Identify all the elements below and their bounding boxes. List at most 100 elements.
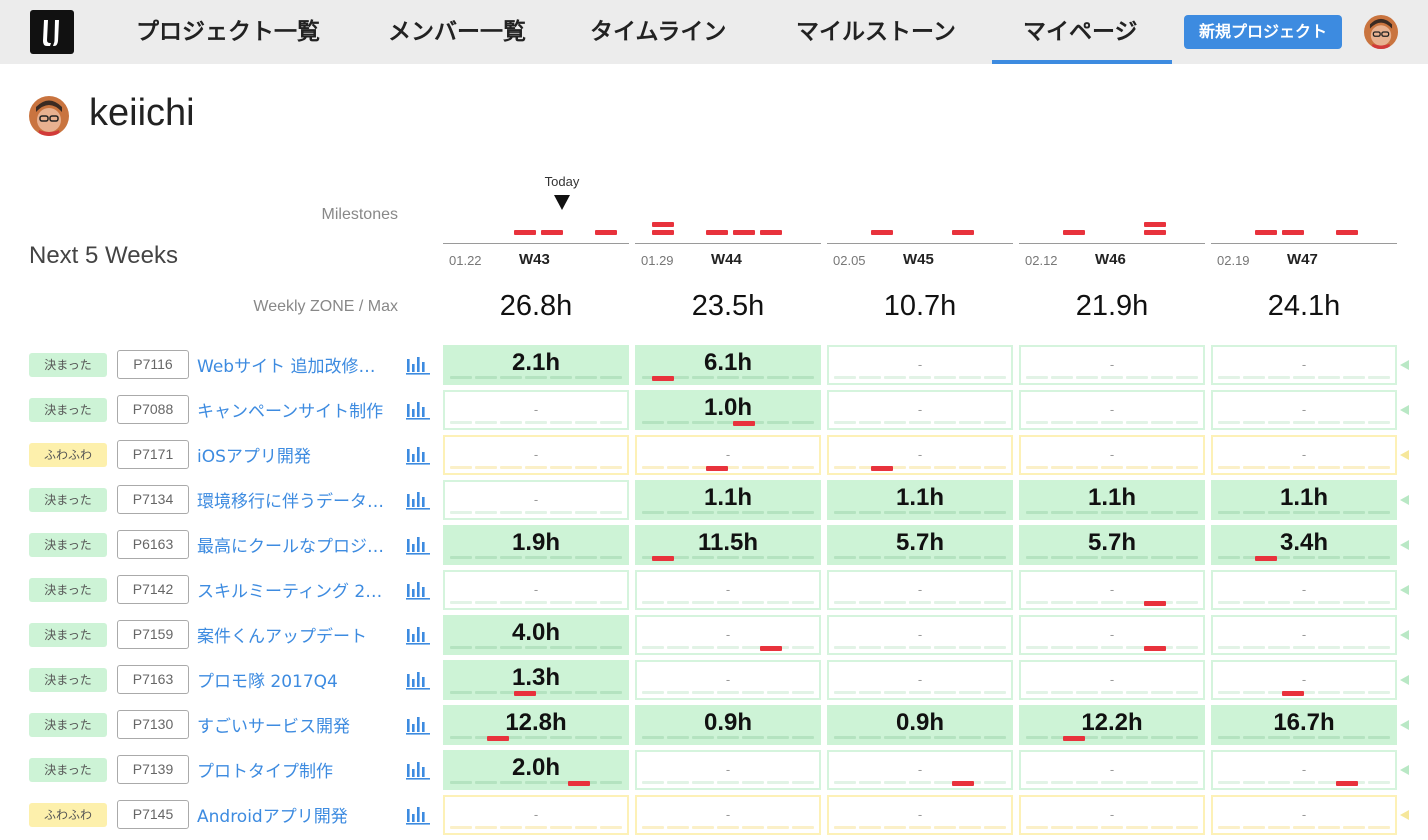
week-cell[interactable]: - xyxy=(1211,750,1397,790)
milestone-marker[interactable] xyxy=(568,781,590,786)
week-cell[interactable]: - xyxy=(443,795,629,835)
milestone-marker[interactable] xyxy=(1336,230,1358,235)
week-cell[interactable]: - xyxy=(635,570,821,610)
scroll-left-arrow-icon[interactable] xyxy=(1400,810,1409,820)
week-cell[interactable]: 1.1h xyxy=(827,480,1013,520)
milestone-marker[interactable] xyxy=(1282,691,1304,696)
week-cell[interactable]: 12.2h xyxy=(1019,705,1205,745)
milestone-marker[interactable] xyxy=(733,421,755,426)
week-cell[interactable]: - xyxy=(1019,750,1205,790)
week-cell[interactable]: 1.1h xyxy=(1019,480,1205,520)
week-cell[interactable]: 1.1h xyxy=(1211,480,1397,520)
milestone-marker[interactable] xyxy=(652,556,674,561)
week-cell[interactable]: 2.1h xyxy=(443,345,629,385)
project-name-link[interactable]: プロモ隊 2017Q4 xyxy=(197,672,338,692)
week-cell[interactable]: - xyxy=(1019,615,1205,655)
project-name-link[interactable]: スキルミーティング 2… xyxy=(197,582,383,602)
scroll-left-arrow-icon[interactable] xyxy=(1400,405,1409,415)
milestone-marker[interactable] xyxy=(1063,230,1085,235)
nav-members[interactable]: メンバー一覧 xyxy=(388,19,526,45)
milestone-marker[interactable] xyxy=(652,222,674,227)
week-cell[interactable]: 1.0h xyxy=(635,390,821,430)
week-cell[interactable]: 16.7h xyxy=(1211,705,1397,745)
project-name-link[interactable]: すごいサービス開発 xyxy=(197,717,350,737)
nav-mypage[interactable]: マイページ xyxy=(1023,19,1138,45)
week-cell[interactable]: - xyxy=(827,570,1013,610)
week-cell[interactable]: - xyxy=(827,750,1013,790)
bar-chart-icon[interactable] xyxy=(406,760,430,785)
milestone-marker[interactable] xyxy=(1144,222,1166,227)
week-cell[interactable]: - xyxy=(827,660,1013,700)
week-cell[interactable]: 1.9h xyxy=(443,525,629,565)
milestone-marker[interactable] xyxy=(652,230,674,235)
week-cell[interactable]: - xyxy=(635,750,821,790)
week-cell[interactable]: - xyxy=(1211,615,1397,655)
week-cell[interactable]: 0.9h xyxy=(827,705,1013,745)
milestone-marker[interactable] xyxy=(487,736,509,741)
milestone-marker[interactable] xyxy=(1255,230,1277,235)
week-cell[interactable]: - xyxy=(1211,660,1397,700)
scroll-left-arrow-icon[interactable] xyxy=(1400,765,1409,775)
milestone-marker[interactable] xyxy=(1255,556,1277,561)
milestone-marker[interactable] xyxy=(760,230,782,235)
project-name-link[interactable]: iOSアプリ開発 xyxy=(197,447,311,467)
project-name-link[interactable]: 環境移行に伴うデータ… xyxy=(197,492,384,512)
bar-chart-icon[interactable] xyxy=(406,400,430,425)
milestone-marker[interactable] xyxy=(1336,781,1358,786)
milestone-marker[interactable] xyxy=(706,230,728,235)
milestone-marker[interactable] xyxy=(1144,646,1166,651)
milestone-marker[interactable] xyxy=(871,230,893,235)
milestone-marker[interactable] xyxy=(952,781,974,786)
project-name-link[interactable]: キャンペーンサイト制作 xyxy=(197,402,384,422)
week-cell[interactable]: - xyxy=(827,390,1013,430)
project-name-link[interactable]: 案件くんアップデート xyxy=(197,627,367,647)
milestone-marker[interactable] xyxy=(733,230,755,235)
week-cell[interactable]: 1.1h xyxy=(635,480,821,520)
bar-chart-icon[interactable] xyxy=(406,670,430,695)
nav-projects[interactable]: プロジェクト一覧 xyxy=(136,19,320,45)
milestone-marker[interactable] xyxy=(706,466,728,471)
scroll-left-arrow-icon[interactable] xyxy=(1400,540,1409,550)
scroll-left-arrow-icon[interactable] xyxy=(1400,585,1409,595)
project-name-link[interactable]: Androidアプリ開発 xyxy=(197,807,348,827)
week-cell[interactable]: - xyxy=(1211,345,1397,385)
week-cell[interactable]: 2.0h xyxy=(443,750,629,790)
week-cell[interactable]: - xyxy=(1019,795,1205,835)
week-cell[interactable]: - xyxy=(443,570,629,610)
scroll-left-arrow-icon[interactable] xyxy=(1400,630,1409,640)
week-cell[interactable]: - xyxy=(827,615,1013,655)
bar-chart-icon[interactable] xyxy=(406,805,430,830)
week-cell[interactable]: - xyxy=(1211,570,1397,610)
bar-chart-icon[interactable] xyxy=(406,580,430,605)
week-cell[interactable]: - xyxy=(1211,795,1397,835)
new-project-button[interactable]: 新規プロジェクト xyxy=(1184,15,1342,49)
week-cell[interactable]: 11.5h xyxy=(635,525,821,565)
bar-chart-icon[interactable] xyxy=(406,490,430,515)
bar-chart-icon[interactable] xyxy=(406,715,430,740)
week-cell[interactable]: - xyxy=(827,795,1013,835)
week-cell[interactable]: - xyxy=(827,345,1013,385)
week-cell[interactable]: 6.1h xyxy=(635,345,821,385)
project-name-link[interactable]: プロトタイプ制作 xyxy=(197,762,333,782)
milestone-marker[interactable] xyxy=(1282,230,1304,235)
account-avatar[interactable] xyxy=(1364,15,1398,49)
scroll-left-arrow-icon[interactable] xyxy=(1400,450,1409,460)
week-cell[interactable]: - xyxy=(1019,570,1205,610)
week-cell[interactable]: 0.9h xyxy=(635,705,821,745)
week-cell[interactable]: 5.7h xyxy=(1019,525,1205,565)
week-cell[interactable]: - xyxy=(1019,660,1205,700)
scroll-left-arrow-icon[interactable] xyxy=(1400,720,1409,730)
week-cell[interactable]: - xyxy=(1211,435,1397,475)
milestone-marker[interactable] xyxy=(760,646,782,651)
milestone-marker[interactable] xyxy=(541,230,563,235)
milestone-marker[interactable] xyxy=(871,466,893,471)
week-cell[interactable]: - xyxy=(635,435,821,475)
milestone-marker[interactable] xyxy=(952,230,974,235)
scroll-left-arrow-icon[interactable] xyxy=(1400,495,1409,505)
week-cell[interactable]: 3.4h xyxy=(1211,525,1397,565)
bar-chart-icon[interactable] xyxy=(406,445,430,470)
project-name-link[interactable]: Webサイト 追加改修… xyxy=(197,357,376,377)
week-cell[interactable]: - xyxy=(635,615,821,655)
nav-milestones[interactable]: マイルストーン xyxy=(796,19,956,45)
milestone-marker[interactable] xyxy=(1063,736,1085,741)
